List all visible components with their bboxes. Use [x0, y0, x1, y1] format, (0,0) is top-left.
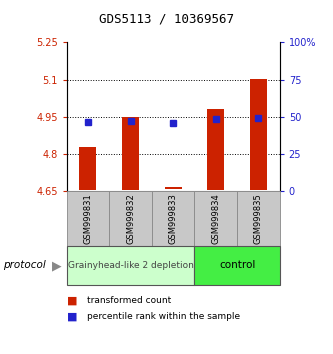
Text: GSM999833: GSM999833	[168, 193, 178, 244]
Text: GSM999831: GSM999831	[83, 193, 93, 244]
Bar	[122, 117, 139, 190]
Text: Grainyhead-like 2 depletion: Grainyhead-like 2 depletion	[68, 261, 193, 270]
Bar	[79, 147, 97, 190]
Text: GSM999834: GSM999834	[211, 193, 220, 244]
Text: ■: ■	[67, 312, 77, 322]
Bar	[250, 79, 267, 190]
Text: protocol: protocol	[3, 261, 46, 270]
Text: ▶: ▶	[52, 259, 62, 272]
Text: GSM999835: GSM999835	[254, 193, 263, 244]
Text: GSM999832: GSM999832	[126, 193, 135, 244]
Text: percentile rank within the sample: percentile rank within the sample	[87, 312, 240, 321]
Text: GDS5113 / 10369567: GDS5113 / 10369567	[99, 13, 234, 26]
Bar	[207, 109, 224, 190]
Bar	[165, 187, 182, 189]
Text: ■: ■	[67, 296, 77, 306]
Text: control: control	[219, 261, 255, 270]
Text: transformed count: transformed count	[87, 296, 171, 306]
